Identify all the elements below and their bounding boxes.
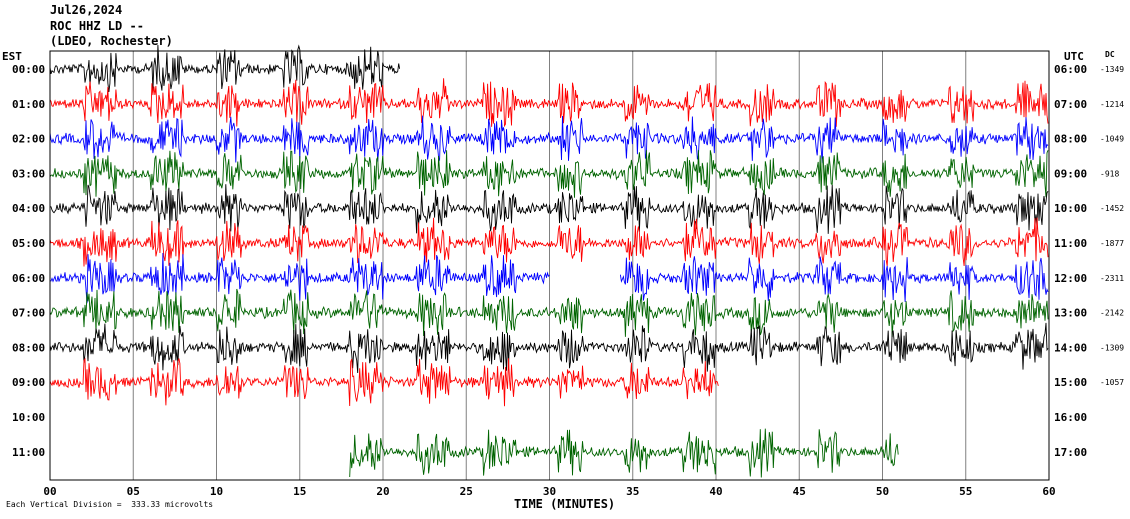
- trace-row-0400: [50, 184, 1049, 234]
- trace-row-0100: [49, 78, 1049, 128]
- utc-hour-label: 14:00: [1054, 341, 1087, 354]
- trace-row-1100: [349, 428, 899, 478]
- est-hour-label: 04:00: [12, 202, 45, 215]
- dc-offset-label: -1214: [1100, 100, 1124, 109]
- plot-border: [49, 50, 1050, 481]
- dc-offset-label: -2311: [1100, 274, 1124, 283]
- x-axis-title: TIME (MINUTES): [514, 497, 616, 511]
- est-hour-label: 00:00: [12, 63, 45, 76]
- left-timezone-label: EST: [2, 50, 22, 63]
- dc-offset-label: -1049: [1100, 135, 1124, 144]
- utc-hour-label: 13:00: [1054, 307, 1087, 320]
- x-tick-label: 30: [543, 485, 556, 498]
- trace-row-0500: [49, 217, 1049, 267]
- utc-hour-label: 10:00: [1054, 202, 1087, 215]
- x-tick-label: 45: [793, 485, 806, 498]
- dc-offset-label: -2142: [1100, 309, 1124, 318]
- x-tick-label: 50: [876, 485, 889, 498]
- est-hour-label: 02:00: [12, 133, 45, 146]
- est-hour-label: 05:00: [12, 237, 45, 250]
- dc-offset-label: -918: [1100, 169, 1119, 178]
- station-id: ROC HHZ LD --: [50, 19, 144, 33]
- trace-row-0600: [49, 252, 1049, 304]
- est-hour-label: 06:00: [12, 272, 45, 285]
- est-hour-label: 08:00: [12, 341, 45, 354]
- x-tick-label: 00: [43, 485, 56, 498]
- utc-hour-label: 15:00: [1054, 376, 1087, 389]
- est-hour-label: 09:00: [12, 376, 45, 389]
- est-hour-label: 11:00: [12, 446, 45, 459]
- trace-row-0300: [49, 150, 1049, 198]
- dc-offset-label: -1057: [1100, 378, 1124, 387]
- trace-row-0900: [49, 357, 719, 407]
- trace-row-0200: [49, 115, 1049, 164]
- axis-labels: 00:00 06:00 -1349 01:00 07:00 -1214 02:00 08:00…: [12, 63, 1124, 498]
- x-tick-label: 25: [460, 485, 473, 498]
- x-tick-label: 40: [709, 485, 722, 498]
- utc-hour-label: 09:00: [1054, 167, 1087, 180]
- traces: [49, 44, 1049, 478]
- dc-column-label: DC: [1105, 50, 1115, 59]
- est-hour-label: 01:00: [12, 98, 45, 111]
- station-network: (LDEO, Rochester): [50, 34, 173, 48]
- plot-frame: [49, 50, 1050, 481]
- x-tick-label: 55: [959, 485, 972, 498]
- utc-hour-label: 11:00: [1054, 237, 1087, 250]
- x-tick-label: 35: [626, 485, 639, 498]
- utc-hour-label: 07:00: [1054, 98, 1087, 111]
- trace-row-0700: [49, 288, 1049, 338]
- dc-offset-label: -1309: [1100, 343, 1124, 352]
- chart-date: Jul26,2024: [50, 3, 123, 17]
- grid-lines: [132, 51, 967, 480]
- x-tick-label: 15: [293, 485, 306, 498]
- est-hour-label: 10:00: [12, 411, 45, 424]
- utc-hour-label: 08:00: [1054, 133, 1087, 146]
- utc-hour-label: 17:00: [1054, 446, 1087, 459]
- x-tick-label: 60: [1042, 485, 1055, 498]
- trace-row-0800: [49, 322, 1049, 374]
- utc-hour-label: 12:00: [1054, 272, 1087, 285]
- scale-footnote: Each Vertical Division = 333.33 microvol…: [6, 500, 214, 509]
- x-tick-label: 10: [210, 485, 223, 498]
- utc-hour-label: 16:00: [1054, 411, 1087, 424]
- x-tick-label: 20: [376, 485, 389, 498]
- est-hour-label: 07:00: [12, 307, 45, 320]
- dc-offset-label: -1349: [1100, 65, 1124, 74]
- est-hour-label: 03:00: [12, 167, 45, 180]
- x-tick-label: 05: [127, 485, 140, 498]
- dc-offset-label: -1877: [1100, 239, 1124, 248]
- right-timezone-label: UTC: [1064, 50, 1084, 63]
- trace-row-0000: [49, 44, 401, 93]
- dc-offset-label: -1452: [1100, 204, 1124, 213]
- utc-hour-label: 06:00: [1054, 63, 1087, 76]
